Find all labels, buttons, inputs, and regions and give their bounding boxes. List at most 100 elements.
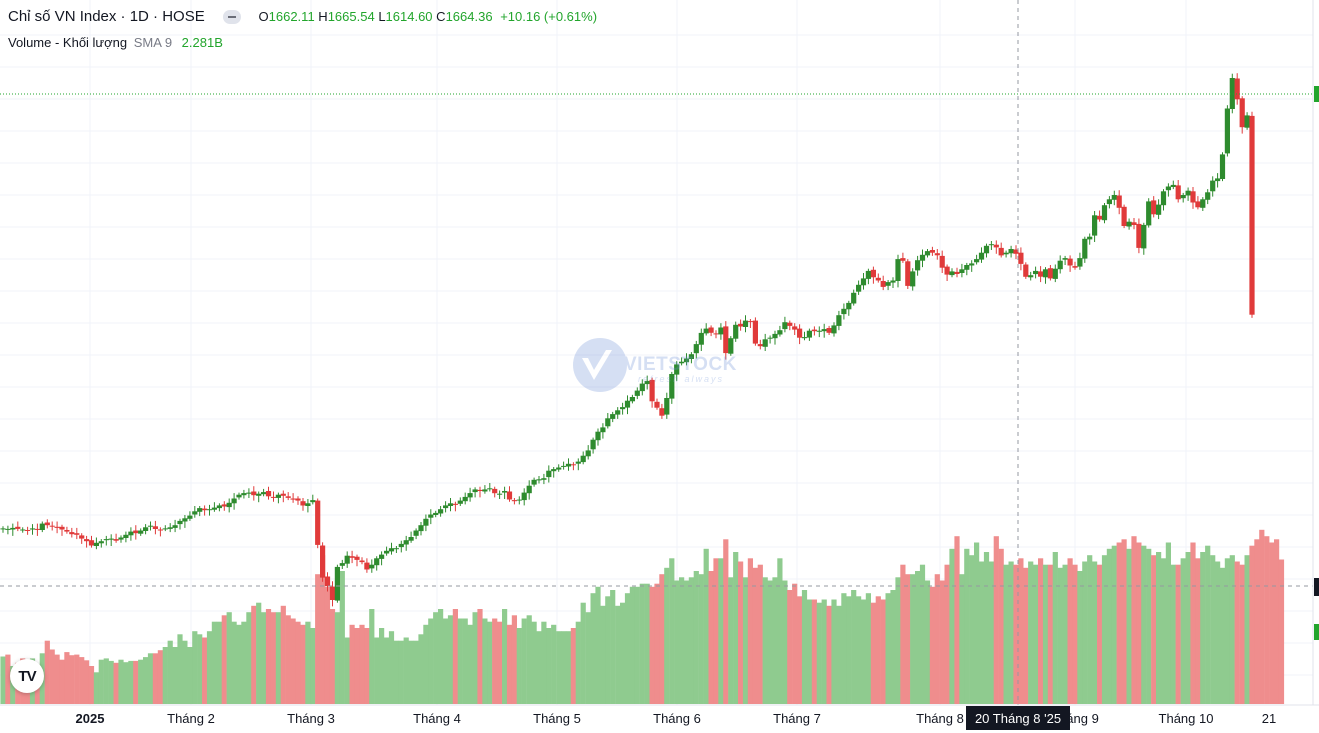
candle-body [565,463,572,467]
volume-bar [1111,545,1117,704]
volume-bar [1219,567,1226,704]
candle-body [1018,252,1024,264]
volume-label[interactable]: Volume - Khối lượng [8,35,128,50]
volume-bar [772,577,778,704]
candle-body [1249,115,1255,315]
candle-body [216,505,222,509]
candle-body [1160,191,1167,206]
volume-bar [801,590,808,704]
volume-bar [811,599,817,704]
candle-body [1151,200,1157,215]
volume-bar [1195,558,1201,704]
candle-body [639,383,645,392]
candle-body [413,530,419,536]
sma-label: SMA 9 [133,35,173,50]
volume-bar [693,571,699,704]
volume-bar [241,621,247,704]
candle-body [64,530,70,532]
volume-bar [98,659,104,704]
candle-body [738,323,744,327]
volume-bar [74,654,80,704]
volume-bar [993,536,999,704]
candle-body [1215,178,1221,182]
tradingview-logo-icon[interactable]: TV [10,659,44,693]
candle-body [1082,238,1088,259]
volume-bar [1052,552,1058,704]
candle-body [226,502,232,508]
volume-bar [69,655,75,704]
volume-bar [600,605,606,704]
candle-body [1219,154,1226,179]
volume-bar [506,624,513,704]
candle-body [354,556,360,560]
volume-bar [157,650,163,704]
chart-legend: Chỉ số VN Index · 1D · HOSE O1662.11 H16… [8,8,597,25]
candle-body [143,527,149,531]
candle-body [1047,268,1053,279]
candle-body [1038,271,1044,277]
volume-bar [620,602,626,704]
volume-bar [1254,539,1260,704]
candle-body [1087,236,1093,240]
crosshair-price-marker [1314,578,1319,596]
volume-bar [541,621,547,704]
volume-bar [221,615,227,704]
volume-bar [1028,561,1034,704]
candle-body [59,526,65,530]
volume-bar [187,647,193,704]
candle-body [624,400,631,408]
high-value: 1665.54 [327,9,375,24]
volume-bar [1072,564,1078,704]
volume-bar [49,649,55,704]
candle-body [634,390,640,396]
time-axis-tick-label: 21 [1262,711,1276,726]
candle-body [1028,275,1034,278]
volume-bar [320,555,326,704]
candle-body [910,271,916,287]
volume-bar [329,609,336,704]
volume-bar [290,618,296,704]
volume-bar [713,558,719,704]
volume-bar [270,612,277,704]
volume-bar [1087,555,1093,704]
candle-body [644,380,650,385]
candle-body [152,526,158,529]
high-label: H [318,9,328,24]
volume-bar [1042,564,1049,704]
candle-body [708,327,714,333]
visibility-toggle-icon[interactable] [222,10,241,25]
volume-bar [452,609,458,704]
volume-bar [521,618,527,704]
volume-bar [890,590,896,704]
candle-body [472,489,478,493]
volume-bar [998,548,1004,704]
volume-bar [644,583,650,704]
candle-body [521,492,527,501]
volume-bar [1239,564,1245,704]
volume-bar [1200,552,1206,704]
candle-body [811,329,817,332]
candle-body [939,255,945,268]
volume-bar [113,662,119,704]
close-value: 1664.36 [445,9,493,24]
candle-body [162,528,168,530]
candle-body [1141,224,1147,249]
close-label: C [436,9,446,24]
volume-bar [364,628,370,704]
volume-bar [949,548,955,704]
volume-bar [408,640,414,704]
candle-body [924,251,931,256]
symbol-title[interactable]: Chỉ số VN Index · 1D · HOSE [8,8,205,25]
volume-bar [84,660,90,704]
candle-body [487,488,493,490]
candle-body [1165,186,1171,191]
candle-body [1224,108,1230,154]
candle-body [467,493,473,498]
candle-body [320,545,326,578]
volume-bar [211,621,217,704]
volume-bar [1160,558,1167,704]
candle-body [536,479,542,481]
volume-bar [851,590,857,704]
candle-body [615,410,621,415]
